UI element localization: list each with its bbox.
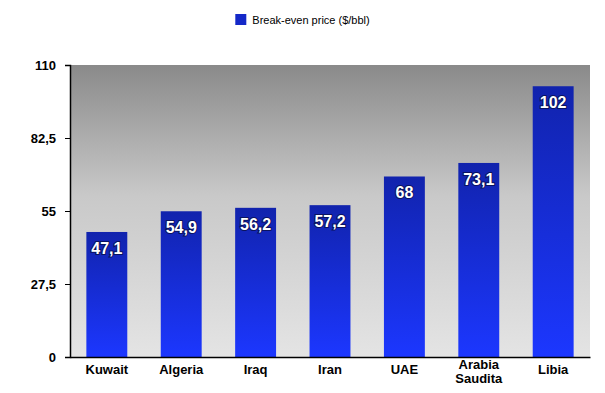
x-tick-label: Kuwait bbox=[86, 362, 129, 377]
data-label: 57,2 bbox=[314, 213, 345, 230]
y-tick: 27,5 bbox=[31, 277, 70, 292]
x-tick-label: UAE bbox=[391, 362, 419, 377]
y-axis: 0 27,5 55 82,5 110 bbox=[31, 58, 71, 365]
y-axis-line bbox=[65, 66, 71, 358]
x-tick: UAE bbox=[391, 362, 419, 377]
x-tick: Iraq bbox=[244, 362, 268, 377]
y-tick-mark bbox=[65, 357, 70, 358]
x-tick: Libia bbox=[538, 362, 569, 377]
y-tick: 0 bbox=[49, 350, 70, 365]
x-axis: Kuwait Algeria Iraq Iran UAE ArabiaSaudita Lib… bbox=[71, 357, 591, 386]
x-tick-label: Libia bbox=[538, 362, 569, 377]
plot: 47,1 54,9 56,2 57,2 68 73,1 102 0 27,5 55 82,5 110 K… bbox=[31, 58, 591, 386]
x-tick-label: Iraq bbox=[244, 362, 268, 377]
x-tick: ArabiaSaudita bbox=[455, 357, 503, 386]
x-tick: Iran bbox=[318, 362, 342, 377]
data-label: 54,9 bbox=[166, 219, 197, 236]
y-tick: 82,5 bbox=[31, 131, 70, 146]
data-label: 56,2 bbox=[240, 216, 271, 233]
bar bbox=[310, 205, 351, 357]
x-tick: Kuwait bbox=[86, 362, 129, 377]
y-tick-mark bbox=[65, 284, 70, 285]
x-tick-label: ArabiaSaudita bbox=[455, 357, 503, 386]
y-tick: 55 bbox=[42, 204, 70, 219]
plot-background bbox=[70, 65, 590, 357]
bar bbox=[235, 208, 276, 357]
y-tick-mark bbox=[65, 138, 70, 139]
y-tick-mark bbox=[65, 65, 70, 66]
data-label: 47,1 bbox=[91, 240, 122, 257]
bar bbox=[86, 232, 127, 357]
data-label: 68 bbox=[395, 184, 413, 201]
data-label: 73,1 bbox=[463, 171, 494, 188]
y-tick-label: 55 bbox=[42, 204, 56, 219]
y-tick-mark bbox=[65, 211, 70, 212]
bars bbox=[86, 86, 573, 357]
bar bbox=[533, 86, 574, 357]
bar bbox=[161, 211, 202, 357]
y-tick-label: 110 bbox=[35, 58, 56, 73]
data-labels: 47,1 54,9 56,2 57,2 68 73,1 102 bbox=[91, 94, 566, 257]
legend-item: Break-even price ($/bbl) bbox=[235, 14, 369, 26]
bar bbox=[384, 176, 425, 357]
data-label: 102 bbox=[540, 94, 567, 111]
legend-label: Break-even price ($/bbl) bbox=[252, 14, 369, 26]
x-tick: Algeria bbox=[159, 362, 204, 377]
y-tick-label: 27,5 bbox=[31, 277, 56, 292]
legend-swatch bbox=[235, 14, 246, 25]
x-tick-label: Iran bbox=[318, 362, 342, 377]
y-tick-label: 82,5 bbox=[31, 131, 56, 146]
legend: Break-even price ($/bbl) bbox=[235, 14, 369, 26]
x-tick-label: Algeria bbox=[159, 362, 204, 377]
chart: 47,1 54,9 56,2 57,2 68 73,1 102 0 27,5 55 82,5 110 K… bbox=[0, 0, 605, 393]
y-tick: 110 bbox=[35, 58, 70, 73]
x-axis-line bbox=[71, 357, 591, 359]
y-tick-label: 0 bbox=[49, 350, 56, 365]
bar bbox=[458, 163, 499, 357]
